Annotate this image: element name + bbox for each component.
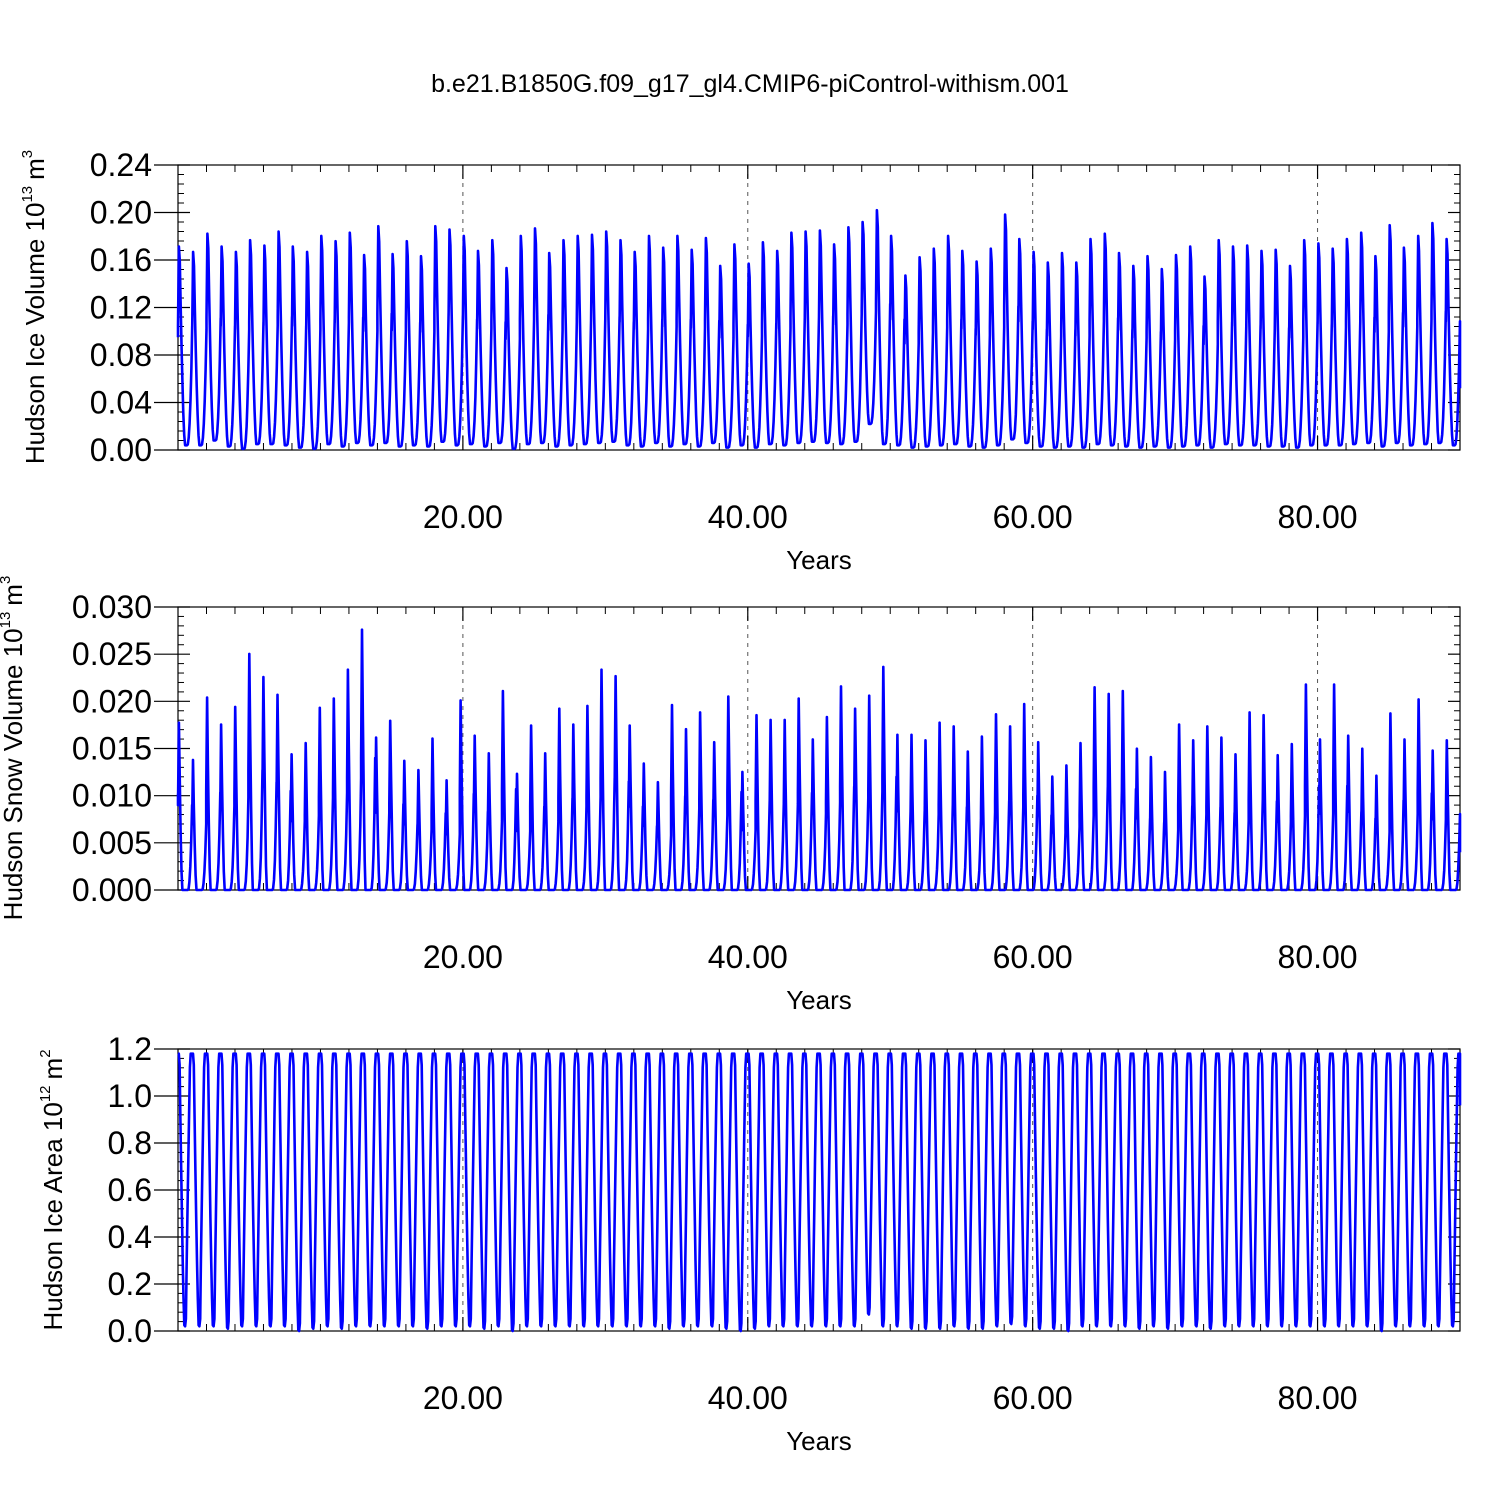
chart-panel-1: 20.00 40.00 60.00 80.00 0.00 0.04 0.08 0.12 0.16… bbox=[19, 147, 1462, 575]
y-axis-label-exponent: 13 bbox=[0, 612, 14, 629]
y-tick-label: 0.005 bbox=[72, 825, 152, 861]
y-axis-label-unit: m bbox=[38, 1058, 68, 1080]
y-tick-label: 0.12 bbox=[90, 290, 152, 326]
x-tick-label: 60.00 bbox=[993, 499, 1073, 535]
y-tick-label: 0.020 bbox=[72, 683, 152, 719]
x-tick-label: 20.00 bbox=[423, 1380, 503, 1416]
y-tick-label: 0.4 bbox=[108, 1219, 152, 1255]
y-axis-label-unit: m bbox=[0, 584, 28, 606]
x-tick-label: 20.00 bbox=[423, 499, 503, 535]
y-tick-label: 0.8 bbox=[108, 1125, 152, 1161]
y-tick-label: 0.24 bbox=[90, 147, 152, 183]
x-tick-label: 20.00 bbox=[423, 939, 503, 975]
x-tick-label: 40.00 bbox=[708, 939, 788, 975]
y-tick-label: 1.0 bbox=[108, 1078, 152, 1114]
x-tick-label: 80.00 bbox=[1278, 1380, 1358, 1416]
y-tick-label: 1.2 bbox=[108, 1031, 152, 1067]
y-axis-label-main: Hudson Ice Volume 10 bbox=[20, 203, 50, 465]
y-tick-label: 0.6 bbox=[108, 1172, 152, 1208]
y-tick-label: 0.030 bbox=[72, 589, 152, 625]
x-axis-label: Years bbox=[786, 1426, 852, 1456]
y-tick-label: 0.2 bbox=[108, 1266, 152, 1302]
x-tick-label: 80.00 bbox=[1278, 939, 1358, 975]
y-axis-label-exponent: 13 bbox=[19, 186, 36, 203]
figure-title: b.e21.B1850G.f09_g17_gl4.CMIP6-piControl… bbox=[431, 70, 1069, 98]
plot-frame bbox=[177, 606, 1461, 891]
y-tick-label: 0.00 bbox=[90, 432, 152, 468]
x-tick-label: 60.00 bbox=[993, 939, 1073, 975]
x-axis-label: Years bbox=[786, 545, 852, 575]
y-tick-label: 0.025 bbox=[72, 636, 152, 672]
y-axis-label-unit: m bbox=[20, 158, 50, 180]
chart-panel-2: 20.00 40.00 60.00 80.00 0.000 0.005 0.010 0.015… bbox=[0, 576, 1462, 1015]
y-axis-label-unit-exponent: 3 bbox=[19, 150, 36, 158]
y-tick-label: 0.08 bbox=[90, 337, 152, 373]
y-axis-label: Hudson Snow Volume 1013 m3 bbox=[0, 576, 28, 921]
x-tick-label: 40.00 bbox=[708, 499, 788, 535]
y-tick-label: 0.015 bbox=[72, 731, 152, 767]
series-line bbox=[176, 628, 1462, 892]
y-axis-label: Hudson Ice Area 1012 m2 bbox=[37, 1049, 68, 1330]
y-tick-label: 0.16 bbox=[90, 242, 152, 278]
y-axis-label: Hudson Ice Volume 1013 m3 bbox=[19, 150, 50, 464]
series-line bbox=[177, 1052, 1462, 1333]
y-tick-label: 0.0 bbox=[108, 1313, 152, 1349]
x-tick-label: 40.00 bbox=[708, 1380, 788, 1416]
y-axis-label-unit-exponent: 3 bbox=[0, 576, 14, 584]
y-axis-label-unit-exponent: 2 bbox=[37, 1049, 54, 1057]
x-axis-label: Years bbox=[786, 985, 852, 1015]
y-axis-label-main: Hudson Snow Volume 10 bbox=[0, 628, 28, 920]
y-tick-label: 0.010 bbox=[72, 778, 152, 814]
y-axis-label-exponent: 12 bbox=[37, 1085, 54, 1102]
chart-panel-3: 20.00 40.00 60.00 80.00 0.0 0.2 0.4 0.6 0.8 1.0 1.… bbox=[37, 1031, 1462, 1456]
x-tick-label: 60.00 bbox=[993, 1380, 1073, 1416]
y-tick-label: 0.04 bbox=[90, 385, 152, 421]
x-tick-label: 80.00 bbox=[1278, 499, 1358, 535]
y-tick-label: 0.20 bbox=[90, 195, 152, 231]
y-tick-label: 0.000 bbox=[72, 872, 152, 908]
y-axis-label-main: Hudson Ice Area 10 bbox=[38, 1102, 68, 1330]
series-line bbox=[176, 208, 1462, 451]
